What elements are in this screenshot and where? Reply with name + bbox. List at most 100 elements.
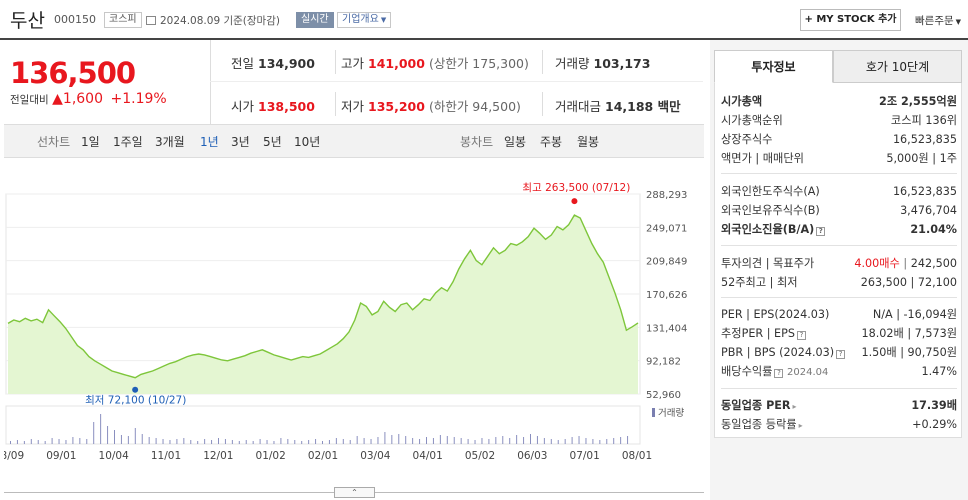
- volume-bar: [571, 437, 573, 444]
- tab-monthly[interactable]: 월봉: [577, 135, 600, 149]
- volume-label: 거래량: [555, 56, 590, 71]
- low-label: 저가: [341, 99, 365, 114]
- est-per-label: 추정PER | EPS?: [721, 324, 806, 343]
- line-chart-label: 선차트: [37, 135, 71, 149]
- dividend-value: 1.47%: [921, 365, 957, 378]
- x-tick-label: 08/09: [4, 450, 24, 462]
- industry-change-label[interactable]: 동일업종 등락률 ▸: [721, 415, 803, 435]
- tab-weekly[interactable]: 주봉: [540, 135, 563, 149]
- right-tabs: 투자정보 호가 10단계: [714, 50, 962, 83]
- divider: [721, 173, 957, 174]
- volume-bar: [190, 440, 192, 444]
- foreign-hold-label: 외국인보유주식수(B): [721, 204, 820, 217]
- y-tick-label: 92,182: [646, 357, 681, 368]
- volume-bar: [211, 440, 213, 444]
- company-overview-dropdown[interactable]: 기업개요 ▼: [337, 12, 392, 28]
- y-tick-label: 249,071: [646, 223, 687, 234]
- tab-invest-info[interactable]: 투자정보: [714, 50, 833, 83]
- foreign-hold-value: 3,476,704: [900, 204, 957, 217]
- volume-bar: [349, 440, 351, 444]
- max-label: 최고 263,500 (07/12): [522, 182, 630, 194]
- tab-5y[interactable]: 5년: [263, 135, 282, 149]
- my-stock-add-button[interactable]: + MY STOCK 추가: [800, 9, 901, 31]
- open-value: 138,500: [258, 99, 315, 114]
- y-tick-label: 288,293: [646, 190, 687, 201]
- volume-bar: [550, 439, 552, 444]
- volume-bar: [23, 441, 25, 444]
- help-icon[interactable]: ?: [774, 369, 784, 378]
- x-tick-label: 06/03: [517, 450, 547, 462]
- volume-bar: [79, 438, 81, 444]
- opinion-rating: 4.00매수: [854, 257, 900, 270]
- volume-bar: [141, 434, 143, 444]
- volume-bar: [426, 437, 427, 444]
- volume-bar: [599, 440, 601, 444]
- volume-bar: [93, 422, 95, 444]
- tab-orderbook[interactable]: 호가 10단계: [833, 50, 962, 83]
- volume-bar: [557, 440, 559, 444]
- volume-bar: [585, 438, 587, 444]
- help-icon[interactable]: ?: [836, 350, 846, 359]
- volume-bar: [356, 436, 358, 444]
- high-value: 141,000: [368, 56, 425, 71]
- volume-bar: [10, 441, 11, 444]
- dividend-date: 2024.04: [787, 367, 829, 378]
- tab-1w[interactable]: 1주일: [113, 135, 143, 149]
- tab-3y[interactable]: 3년: [231, 135, 250, 149]
- target-price: 242,500: [910, 257, 957, 270]
- amount-value: 14,188 백만: [605, 99, 681, 114]
- help-icon[interactable]: ?: [796, 331, 806, 340]
- tab-10y[interactable]: 10년: [294, 135, 321, 149]
- volume-bar: [280, 438, 282, 444]
- tab-1d[interactable]: 1일: [81, 135, 100, 149]
- divider: [542, 50, 543, 74]
- collapse-toggle-button[interactable]: ⌃: [334, 487, 375, 498]
- chevron-down-icon: ▼: [955, 18, 962, 26]
- volume-bar: [183, 438, 185, 444]
- quick-order-label: 빠른주문: [915, 15, 954, 27]
- change-percent: +1.19%: [110, 91, 167, 107]
- realtime-tag[interactable]: 실시간: [296, 12, 334, 28]
- tab-1y[interactable]: 1년: [200, 135, 219, 149]
- industry-per-value: 17.39배: [911, 399, 957, 412]
- volume-bar: [204, 439, 206, 444]
- pbr-text: PBR | BPS (2024.03): [721, 346, 835, 359]
- tab-daily[interactable]: 일봉: [504, 135, 527, 149]
- volume-bar: [453, 437, 455, 444]
- industry-per-label[interactable]: 동일업종 PER ▸: [721, 396, 797, 416]
- chevron-right-icon: ▸: [798, 421, 803, 430]
- volume-bar: [592, 439, 594, 444]
- help-icon[interactable]: ?: [816, 227, 826, 236]
- dividend-text: 배당수익률: [721, 365, 773, 378]
- volume: 거래량 103,173: [555, 53, 650, 72]
- volume-bar: [51, 438, 53, 444]
- lower-limit: (하한가 94,500): [428, 99, 521, 114]
- volume-bar: [301, 441, 303, 444]
- volume-bar: [516, 435, 518, 444]
- foreign-limit-value: 16,523,835: [892, 185, 957, 198]
- volume-bar: [384, 432, 386, 444]
- market-cap-row: 시가총액 2조 2,555억원: [721, 92, 957, 111]
- date-value: 2024.08.09: [160, 15, 221, 27]
- volume-bar: [176, 439, 178, 444]
- price-chart: 288,293 249,071 209,849 170,626 131,404 92,18…: [4, 182, 687, 462]
- prev-label: 전일: [231, 56, 255, 71]
- listed-shares-label: 상장주식수: [721, 133, 773, 146]
- tab-3m[interactable]: 3개월: [155, 135, 185, 149]
- quick-order-link[interactable]: 빠른주문 ▼: [915, 13, 961, 28]
- foreign-limit-label: 외국인한도주식수(A): [721, 185, 820, 198]
- volume-bar: [474, 440, 476, 444]
- volume-bar: [405, 436, 407, 444]
- volume-bar: [197, 441, 199, 444]
- market-tag: 코스피: [104, 12, 142, 28]
- upper-limit: (상한가 175,300): [428, 56, 529, 71]
- volume-bar: [488, 439, 490, 444]
- quote-row-divider: [210, 81, 703, 82]
- quote-table: [210, 40, 703, 124]
- volume-bar: [564, 439, 566, 444]
- volume-bar: [107, 426, 109, 444]
- up-arrow-icon: ▲: [52, 91, 63, 107]
- volume-bar: [72, 437, 74, 444]
- volume-bar: [30, 439, 32, 444]
- volume-bar: [224, 439, 226, 444]
